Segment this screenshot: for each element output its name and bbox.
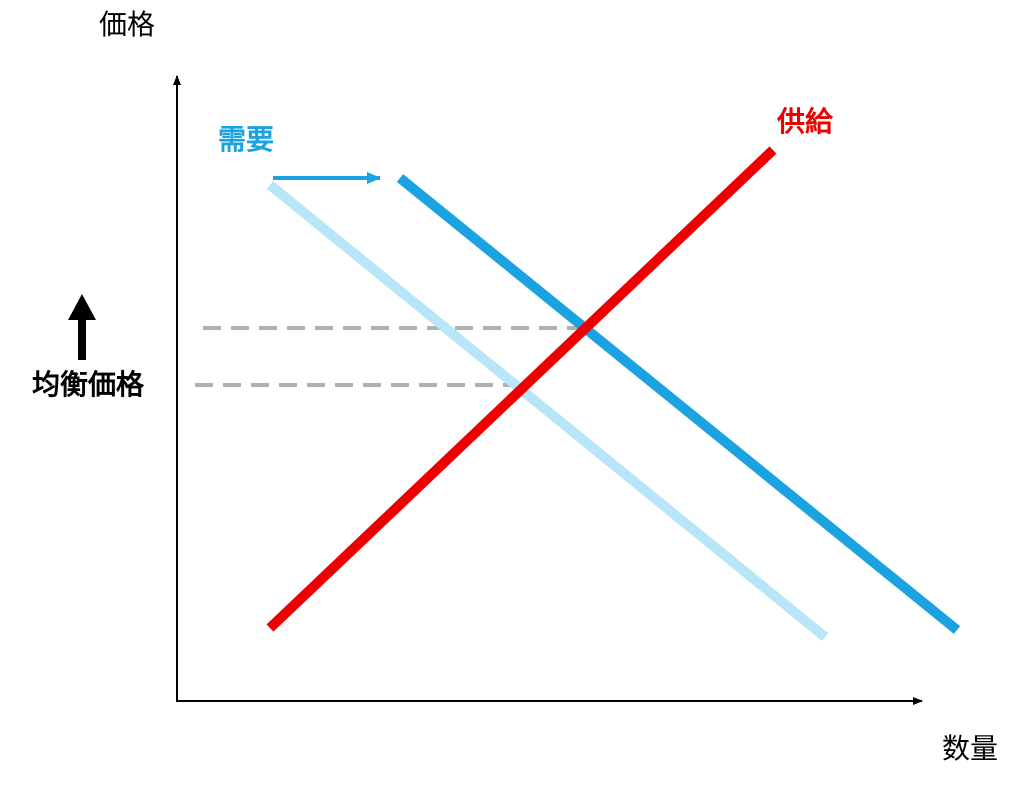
annotation: 均衡価格 xyxy=(32,368,145,401)
demand-label: 需要 xyxy=(218,123,274,156)
y-axis-label: 価格 xyxy=(99,8,155,41)
x-axis-label: 数量 xyxy=(942,732,998,765)
up-arrow-head xyxy=(68,294,96,320)
supply-line xyxy=(266,146,777,632)
supply-label: 供給 xyxy=(776,105,834,138)
demand-line xyxy=(396,174,961,634)
old-demand-line xyxy=(266,181,829,641)
